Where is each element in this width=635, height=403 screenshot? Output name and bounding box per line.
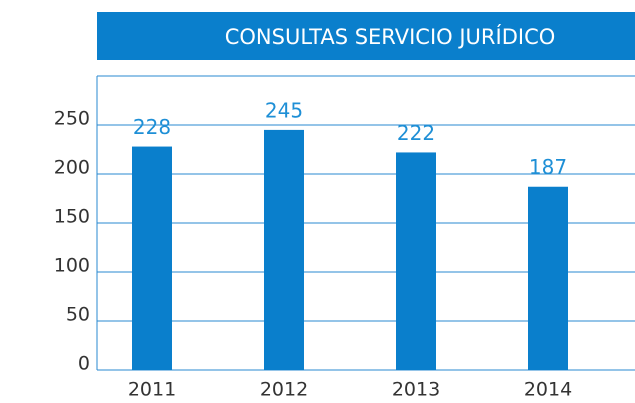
chart-title: CONSULTAS SERVICIO JURÍDICO — [225, 24, 556, 49]
bar — [528, 186, 568, 370]
value-label: 245 — [265, 98, 303, 122]
x-tick-label: 2011 — [128, 379, 176, 401]
y-tick-label: 200 — [54, 157, 90, 179]
bar — [132, 146, 172, 370]
value-label: 222 — [397, 121, 435, 145]
y-tick-label: 50 — [66, 304, 90, 326]
bar — [264, 129, 304, 370]
y-tick-label: 150 — [54, 206, 90, 228]
value-label: 187 — [529, 155, 567, 179]
x-tick-label: 2013 — [392, 379, 440, 401]
value-label: 228 — [133, 115, 171, 139]
x-tick-label: 2014 — [524, 379, 572, 401]
y-tick-label: 100 — [54, 255, 90, 277]
y-tick-label: 250 — [54, 108, 90, 130]
bar — [396, 152, 436, 370]
y-tick-label: 0 — [78, 353, 90, 375]
title-banner — [97, 12, 635, 60]
x-tick-label: 2012 — [260, 379, 308, 401]
